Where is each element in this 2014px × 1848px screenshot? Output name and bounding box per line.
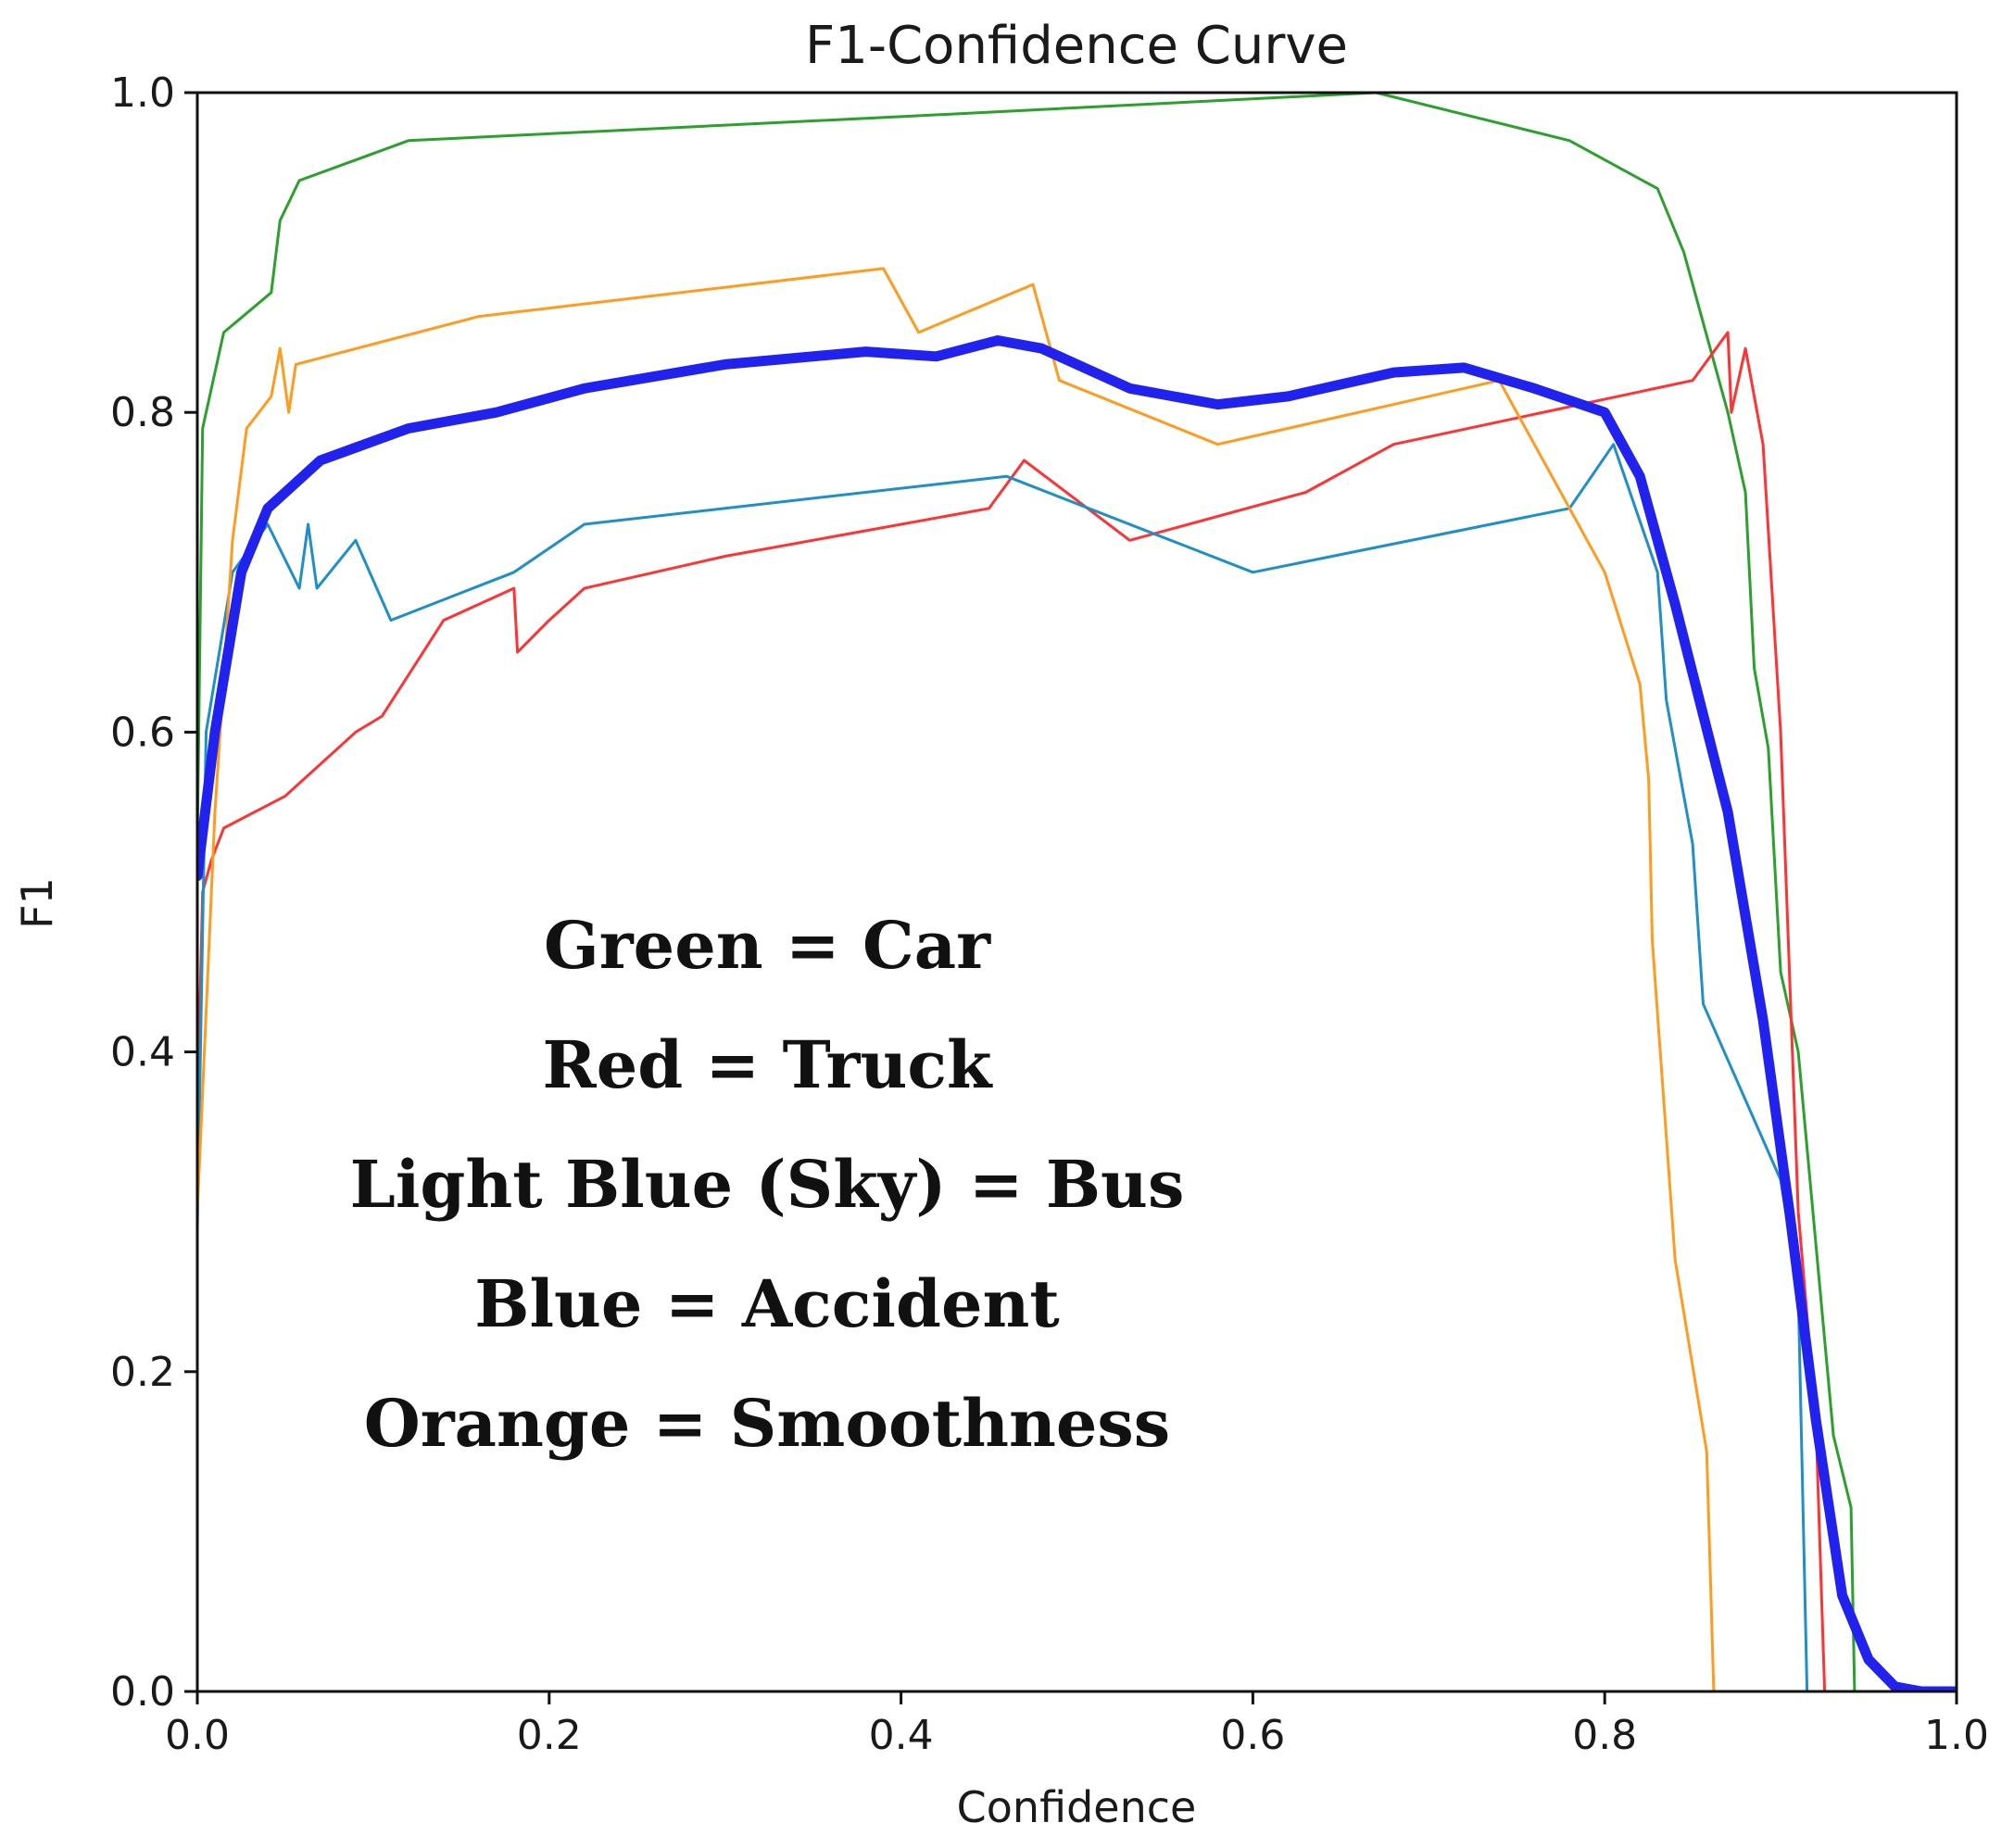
plot-frame <box>195 91 1958 1693</box>
legend-annotation-line: Orange = Smoothness <box>364 1385 1170 1462</box>
x-tick-label: 0.0 <box>165 1712 230 1759</box>
x-tick-label: 0.8 <box>1572 1712 1637 1759</box>
annotation-layer: Green = Car Red = Truck Light Blue (Sky) =… <box>350 907 1185 1462</box>
x-tick-label: 0.4 <box>869 1712 934 1759</box>
y-tick-label: 0.0 <box>110 1668 175 1716</box>
legend-annotation-line: Blue = Accident <box>474 1265 1059 1342</box>
y-tick-label: 0.2 <box>110 1349 175 1396</box>
legend-annotation-line: Light Blue (Sky) = Bus <box>350 1146 1185 1223</box>
series-line-smoothness <box>197 267 1957 1691</box>
x-tick-label: 1.0 <box>1924 1712 1989 1759</box>
x-tick-label: 0.2 <box>517 1712 582 1759</box>
series-line-accident <box>197 335 1957 1691</box>
series-line-bus <box>197 443 1957 1691</box>
y-axis-label: F1 <box>12 877 62 929</box>
axes-layer: 0.0 0.2 0.4 0.6 0.8 1.0 0.0 0.2 0.4 0.6 0.8 1.0 <box>110 69 1989 1759</box>
legend-annotation-line: Red = Truck <box>543 1026 993 1103</box>
series-layer <box>197 91 1957 1691</box>
legend-annotation-line: Green = Car <box>544 907 991 984</box>
x-tick-label: 0.6 <box>1220 1712 1285 1759</box>
y-tick-label: 0.4 <box>110 1029 175 1076</box>
y-tick-label: 0.8 <box>110 389 175 436</box>
y-tick-label: 0.6 <box>110 709 175 756</box>
series-line-truck <box>197 331 1957 1691</box>
x-axis-label: Confidence <box>957 1782 1197 1832</box>
chart-title: F1-Confidence Curve <box>805 16 1348 76</box>
series-line-car <box>197 91 1957 1691</box>
y-tick-label: 1.0 <box>110 69 175 117</box>
